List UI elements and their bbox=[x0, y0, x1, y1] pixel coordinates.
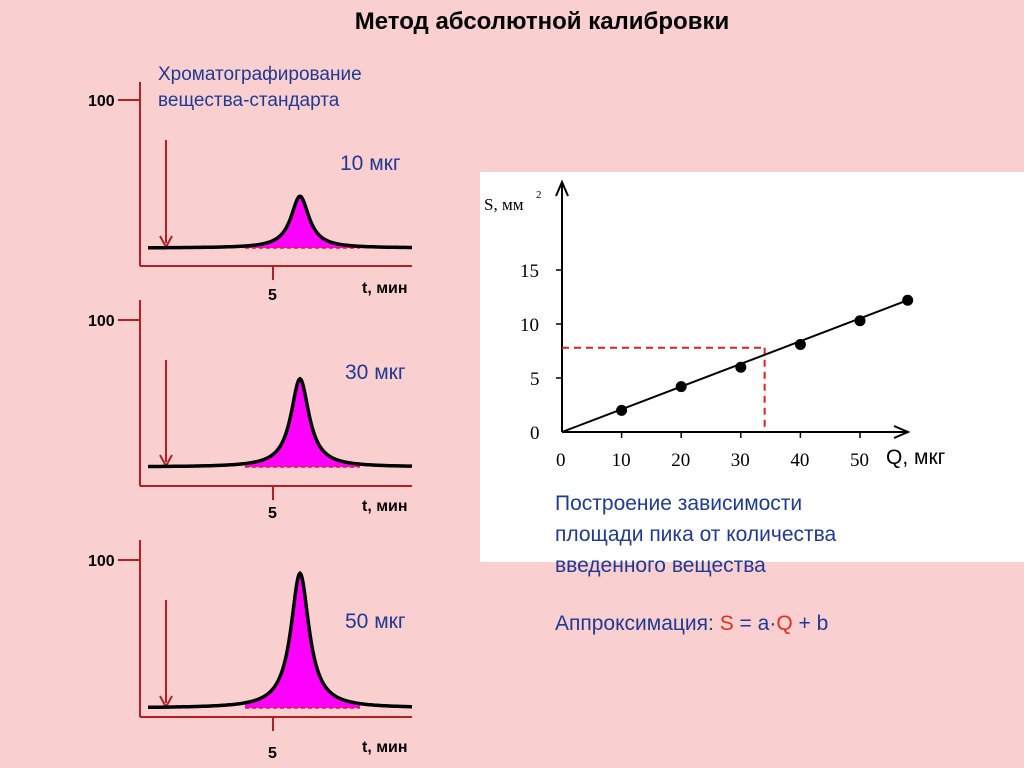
x-tick-label: 5 bbox=[268, 287, 277, 304]
x-axis-arrow bbox=[893, 425, 911, 439]
approximation-formula: Аппроксимация: S = a·Q + b bbox=[555, 612, 828, 636]
formula-rest: + b bbox=[792, 612, 829, 635]
description-line-2: площади пика от количества bbox=[555, 523, 837, 546]
description-line-1: Построение зависимости bbox=[555, 492, 803, 515]
data-point-2 bbox=[675, 381, 687, 393]
data-point-3 bbox=[735, 361, 747, 373]
y-tick-label: 10 bbox=[520, 315, 539, 336]
calibration-panel: S, мм 2 0 10 20 30 40 50 0 5 10 15 bbox=[480, 172, 1024, 562]
chromatogram-2: 100 5 t, мин 30 мкг bbox=[88, 300, 413, 522]
y-tick-label: 15 bbox=[520, 261, 539, 282]
amount-label: 50 мкг bbox=[345, 610, 406, 633]
formula-eq: = a· bbox=[733, 612, 777, 635]
peak-area bbox=[245, 378, 360, 467]
x-axis-label: t, мин bbox=[362, 739, 408, 756]
data-point-4 bbox=[794, 339, 806, 351]
x-tick-label: 50 bbox=[850, 450, 869, 471]
y-axis-label: S, мм bbox=[484, 195, 524, 214]
x-tick-label: 0 bbox=[556, 450, 566, 471]
data-point-1 bbox=[616, 404, 628, 416]
page-title: Метод абсолютной калибровки bbox=[354, 8, 730, 35]
y-tick-label: 100 bbox=[88, 93, 115, 110]
amount-label: 10 мкг bbox=[340, 152, 401, 175]
chromatogram-3: 100 5 t, мин 50 мкг bbox=[88, 540, 412, 762]
peak-area bbox=[245, 196, 360, 248]
y-tick-label: 100 bbox=[88, 313, 115, 330]
description-line-3: введенного вещества bbox=[555, 554, 766, 577]
peak-area bbox=[245, 573, 360, 708]
chromatograms: 100 5 t, мин 10 мкг 100 5 t, мин 30 мкг 100 5 t, м… bbox=[88, 82, 413, 762]
x-tick-label: 30 bbox=[731, 450, 750, 471]
chromatogram-trace bbox=[148, 376, 413, 469]
y-tick-label: 100 bbox=[88, 553, 115, 570]
formula-s: S bbox=[719, 612, 734, 635]
amount-label: 30 мкг bbox=[345, 361, 406, 384]
x-tick-label: 5 bbox=[268, 505, 277, 522]
intro-caption: Хроматографирование вещества-стандарта bbox=[158, 62, 362, 114]
x-tick-label: 40 bbox=[790, 450, 809, 471]
approximation-prefix: Аппроксимация: bbox=[555, 612, 714, 635]
chromatogram-1: 100 5 t, мин 10 мкг bbox=[88, 82, 412, 304]
intro-line-2: вещества-стандарта bbox=[158, 90, 340, 111]
formula-q: Q bbox=[776, 612, 793, 635]
x-tick-label: 20 bbox=[671, 450, 690, 471]
description: Построение зависимости площади пика от к… bbox=[555, 488, 836, 581]
y-axis-label-sup: 2 bbox=[536, 189, 542, 201]
data-point-5 bbox=[854, 315, 866, 327]
chromatogram-trace bbox=[148, 570, 412, 710]
calibration-x-axis-label: Q, мкг bbox=[886, 446, 946, 469]
data-point-6 bbox=[902, 294, 914, 306]
y-tick-label: 0 bbox=[530, 423, 540, 444]
y-tick-label: 5 bbox=[530, 369, 540, 390]
x-tick-label: 5 bbox=[268, 745, 277, 762]
x-axis-label: t, мин bbox=[362, 498, 408, 515]
x-tick-label: 10 bbox=[612, 450, 631, 471]
chromatogram-trace bbox=[148, 194, 412, 250]
intro-line-1: Хроматографирование bbox=[158, 64, 362, 85]
y-axis-arrow bbox=[555, 179, 569, 197]
x-axis-label: t, мин bbox=[362, 280, 408, 297]
